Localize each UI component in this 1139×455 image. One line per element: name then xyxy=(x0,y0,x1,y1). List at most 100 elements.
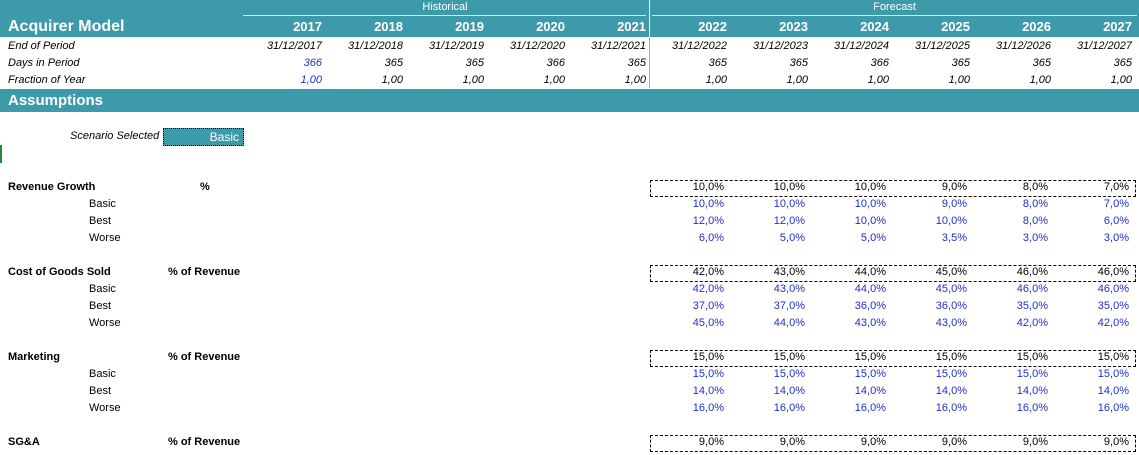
block-title: Cost of Goods Sold xyxy=(8,266,111,278)
timeline-end-cell: 31/12/2018 xyxy=(347,40,403,52)
year-header-2024: 2024 xyxy=(860,19,889,34)
scenario-input-cell[interactable]: 15,0% xyxy=(1097,368,1129,380)
scenario-input-cell[interactable]: 35,0% xyxy=(1016,300,1048,312)
timeline-days-cell[interactable]: 366 xyxy=(303,57,322,69)
scenario-input-cell[interactable]: 43,0% xyxy=(773,283,805,295)
selected-value-cell: 42,0% xyxy=(692,266,724,278)
end-of-period-label: End of Period xyxy=(8,40,75,52)
selected-value-cell: 9,0% xyxy=(941,181,967,193)
scenario-row-label: Worse xyxy=(89,232,121,244)
scenario-input-cell[interactable]: 36,0% xyxy=(854,300,886,312)
scenario-input-cell[interactable]: 42,0% xyxy=(1097,317,1129,329)
scenario-input-cell[interactable]: 10,0% xyxy=(692,198,724,210)
timeline-fraction-cell[interactable]: 1,00 xyxy=(300,74,322,86)
scenario-row-label: Best xyxy=(89,300,112,312)
selected-value-cell: 45,0% xyxy=(935,266,967,278)
scenario-input-cell[interactable]: 14,0% xyxy=(935,385,967,397)
scenario-input-cell[interactable]: 44,0% xyxy=(773,317,805,329)
scenario-input-cell[interactable]: 10,0% xyxy=(854,198,886,210)
year-header-2021: 2021 xyxy=(617,19,646,34)
scenario-input-cell[interactable]: 16,0% xyxy=(1016,402,1048,414)
selected-value-cell: 44,0% xyxy=(854,266,886,278)
scenario-input-cell[interactable]: 3,5% xyxy=(941,232,967,244)
timeline-days-cell: 365 xyxy=(627,57,646,69)
scenario-input-cell[interactable]: 16,0% xyxy=(854,402,886,414)
scenario-input-cell[interactable]: 16,0% xyxy=(692,402,724,414)
timeline-days-cell: 365 xyxy=(465,57,484,69)
scenario-input-cell[interactable]: 10,0% xyxy=(773,198,805,210)
selected-scenario-row xyxy=(650,435,1136,452)
scenario-input-cell[interactable]: 5,0% xyxy=(779,232,805,244)
scenario-input-cell[interactable]: 3,0% xyxy=(1022,232,1048,244)
scenario-input-cell[interactable]: 46,0% xyxy=(1016,283,1048,295)
timeline-fraction-cell: 1,00 xyxy=(381,74,403,86)
scenario-input-cell[interactable]: 10,0% xyxy=(854,215,886,227)
scenario-input-cell[interactable]: 42,0% xyxy=(692,283,724,295)
timeline-fraction-cell: 1,00 xyxy=(705,74,727,86)
timeline-days-cell: 365 xyxy=(708,57,727,69)
scenario-input-cell[interactable]: 43,0% xyxy=(854,317,886,329)
scenario-input-cell[interactable]: 12,0% xyxy=(692,215,724,227)
selected-value-cell: 9,0% xyxy=(1103,436,1129,448)
scenario-input-cell[interactable]: 6,0% xyxy=(698,232,724,244)
selected-value-cell: 43,0% xyxy=(773,266,805,278)
selected-value-cell: 15,0% xyxy=(1097,351,1129,363)
selected-scenario-row xyxy=(650,180,1136,197)
header-band xyxy=(0,0,1139,37)
selected-value-cell: 15,0% xyxy=(935,351,967,363)
timeline-fraction-cell: 1,00 xyxy=(786,74,808,86)
block-unit: % of Revenue xyxy=(168,436,241,448)
scenario-input-cell[interactable]: 3,0% xyxy=(1103,232,1129,244)
selected-value-cell: 9,0% xyxy=(941,436,967,448)
scenario-input-cell[interactable]: 46,0% xyxy=(1097,283,1129,295)
scenario-row-label: Best xyxy=(89,215,112,227)
scenario-input-cell[interactable]: 15,0% xyxy=(1016,368,1048,380)
scenario-input-cell[interactable]: 45,0% xyxy=(692,317,724,329)
timeline-days-cell: 365 xyxy=(1113,57,1132,69)
scenario-input-cell[interactable]: 14,0% xyxy=(1016,385,1048,397)
scenario-input-cell[interactable]: 14,0% xyxy=(854,385,886,397)
scenario-input-cell[interactable]: 6,0% xyxy=(1103,215,1129,227)
scenario-input-cell[interactable]: 45,0% xyxy=(935,283,967,295)
scenario-input-cell[interactable]: 14,0% xyxy=(692,385,724,397)
scenario-input-cell[interactable]: 10,0% xyxy=(935,215,967,227)
selected-value-cell: 9,0% xyxy=(1022,436,1048,448)
scenario-input-cell[interactable]: 15,0% xyxy=(935,368,967,380)
scenario-dropdown[interactable]: Basic xyxy=(163,128,244,146)
year-header-2020: 2020 xyxy=(536,19,565,34)
scenario-input-cell[interactable]: 16,0% xyxy=(935,402,967,414)
scenario-row-label: Basic xyxy=(89,198,116,210)
scenario-input-cell[interactable]: 16,0% xyxy=(773,402,805,414)
scenario-input-cell[interactable]: 5,0% xyxy=(860,232,886,244)
timeline-separator xyxy=(649,37,650,88)
scenario-input-cell[interactable]: 44,0% xyxy=(854,283,886,295)
scenario-input-cell[interactable]: 43,0% xyxy=(935,317,967,329)
scenario-input-cell[interactable]: 35,0% xyxy=(1097,300,1129,312)
scenario-input-cell[interactable]: 7,0% xyxy=(1103,198,1129,210)
forecast-label: Forecast xyxy=(873,1,916,13)
scenario-input-cell[interactable]: 37,0% xyxy=(773,300,805,312)
scenario-input-cell[interactable]: 15,0% xyxy=(854,368,886,380)
timeline-end-cell: 31/12/2017 xyxy=(266,40,322,52)
scenario-row-label: Basic xyxy=(89,283,116,295)
scenario-input-cell[interactable]: 8,0% xyxy=(1022,215,1048,227)
scenario-input-cell[interactable]: 42,0% xyxy=(1016,317,1048,329)
scenario-input-cell[interactable]: 16,0% xyxy=(1097,402,1129,414)
scenario-input-cell[interactable]: 8,0% xyxy=(1022,198,1048,210)
scenario-row-label: Best xyxy=(89,385,112,397)
timeline-fraction-cell: 1,00 xyxy=(462,74,484,86)
timeline-fraction-cell: 1,00 xyxy=(543,74,565,86)
timeline-end-cell: 31/12/2020 xyxy=(509,40,565,52)
selected-value-cell: 15,0% xyxy=(1016,351,1048,363)
header-separator xyxy=(649,0,650,37)
scenario-input-cell[interactable]: 12,0% xyxy=(773,215,805,227)
scenario-input-cell[interactable]: 15,0% xyxy=(773,368,805,380)
scenario-input-cell[interactable]: 15,0% xyxy=(692,368,724,380)
scenario-input-cell[interactable]: 14,0% xyxy=(773,385,805,397)
scenario-input-cell[interactable]: 14,0% xyxy=(1097,385,1129,397)
scenario-input-cell[interactable]: 36,0% xyxy=(935,300,967,312)
scenario-row-label: Basic xyxy=(89,368,116,380)
scenario-input-cell[interactable]: 9,0% xyxy=(941,198,967,210)
scenario-input-cell[interactable]: 37,0% xyxy=(692,300,724,312)
model-title: Acquirer Model xyxy=(8,18,125,35)
